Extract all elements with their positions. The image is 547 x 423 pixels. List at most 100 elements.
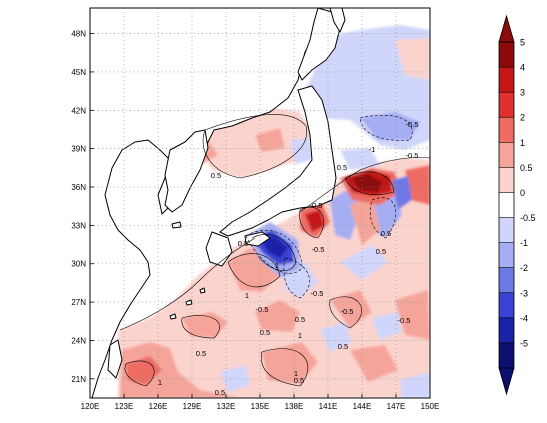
contour-value-label: -1 (369, 145, 376, 154)
longitude-axis: 120E 123E 126E 129E 132E 135E 138E 141E 144E 147E… (81, 394, 439, 411)
colorbar-min-arrow (498, 367, 515, 396)
contour-value-label: 0.5 (215, 388, 225, 397)
contour-value-label: 0.5 (295, 315, 305, 324)
anomaly-region-se-positive (350, 345, 398, 382)
contour-line (369, 197, 397, 239)
contour-value-label: 0.5 (337, 163, 347, 172)
land-ryukyu-1 (199, 287, 206, 294)
lon-tick-label: 144E (353, 402, 372, 411)
lon-tick-label: 129E (183, 402, 202, 411)
latitude-axis: 21N 24N 27N 30N 33N 36N 39N 42N 45N 48N (71, 30, 94, 384)
anomaly-region-negative-3 (372, 312, 402, 340)
land-honshu (219, 85, 337, 237)
lat-tick-label: 39N (71, 145, 86, 154)
anomaly-region-northeast-negative-2 (360, 112, 420, 140)
colorbar-swatch (499, 267, 514, 294)
lon-tick-label: 135E (251, 402, 270, 411)
lat-tick-label: 33N (71, 221, 86, 230)
anomaly-region-negative-6 (400, 372, 430, 398)
colorbar-level-label: 5 (520, 38, 525, 48)
contour-value-label: 0.5 (338, 342, 348, 351)
anomaly-region-kuroshio-extension-max (352, 174, 382, 192)
land-korean-peninsula (164, 129, 209, 213)
lat-tick-label: 21N (71, 375, 86, 384)
contour-value-label: 0.5 (294, 376, 304, 385)
anomaly-region-kuroshio-positive-east (350, 195, 380, 245)
contour-value-label: -0.5 (341, 307, 354, 316)
contour-value-label: 0.5 (376, 247, 386, 256)
contour-value-label: -0.5 (256, 305, 269, 314)
contour-value-label: -0.5 (312, 245, 325, 254)
lat-tick-label: 24N (71, 336, 86, 345)
land-taiwan (107, 339, 123, 379)
land-shikoku (244, 231, 271, 247)
lat-lon-grid (90, 8, 430, 398)
anomaly-region-negative-4 (220, 365, 250, 392)
anomaly-region-south-positive-3 (255, 300, 300, 332)
contour-line (202, 114, 308, 179)
contour-value-label: -0.5 (406, 151, 419, 160)
colorbar-level-label: -1 (520, 238, 528, 248)
lon-tick-label: 132E (217, 402, 236, 411)
contour-value-label: -0.5 (311, 289, 324, 298)
colorbar-swatch (499, 67, 514, 93)
contour-line (329, 296, 362, 329)
colorbar-swatch (499, 92, 514, 118)
colorbar-level-label: 1 (520, 138, 525, 148)
anomaly-region-south-positive-5 (330, 290, 372, 328)
contour-line (299, 206, 324, 239)
lon-tick-label: 126E (149, 402, 168, 411)
contour-line (344, 171, 395, 195)
contour-value-label: -0.5 (398, 316, 411, 325)
contour-value-label: 1 (275, 261, 279, 270)
colorbar-level-label: 0.5 (520, 163, 533, 173)
colorbar-level-label: 2 (520, 113, 525, 123)
land-sakhalin (329, 8, 346, 33)
colorbar-level-label: -5 (520, 338, 528, 348)
lat-tick-label: 42N (71, 106, 86, 115)
anomaly-region-central-negative (340, 148, 380, 170)
lat-tick-label: 30N (71, 260, 86, 269)
colorbar-level-label: -2 (520, 263, 528, 273)
colorbar-swatch (499, 42, 514, 68)
anomaly-region-kuroshio-positive-meander-core (305, 210, 324, 232)
contour-line (283, 257, 310, 299)
anomaly-region-kuroshio-negative-east (330, 188, 362, 240)
anomaly-region-sea-of-japan-negative (290, 138, 312, 164)
anomaly-region-south-positive-2 (182, 312, 228, 338)
colorbar: 5 4 3 2 1 0.5 0 -0.5 -1 -2 -3 -4 -5 (498, 14, 536, 396)
contour-value-label: -0.5 (310, 201, 323, 210)
contour-line (299, 157, 430, 213)
lon-tick-label: 123E (115, 402, 134, 411)
colorbar-level-label: -3 (520, 288, 528, 298)
lon-tick-label: 138E (285, 402, 304, 411)
anomaly-region-east-negative (392, 176, 412, 210)
colorbar-swatch (499, 142, 514, 168)
anomaly-region-north-positive (395, 38, 430, 80)
anomaly-region-east-positive-2 (405, 165, 430, 205)
land-ryukyu-3 (169, 313, 177, 320)
colorbar-level-label: 4 (520, 63, 525, 73)
lat-tick-label: 27N (71, 298, 86, 307)
contour-value-label: 0.5 (196, 349, 206, 358)
colorbar-swatch (499, 117, 514, 143)
contour-value-label: 1 (158, 378, 162, 387)
anomaly-region-sea-of-japan-positive-3 (255, 128, 285, 152)
lat-tick-label: 45N (71, 68, 86, 77)
colorbar-swatch (499, 342, 514, 369)
anomaly-region-negative-5 (340, 245, 388, 280)
colorbar-swatch (499, 317, 514, 344)
contour-labels: 0.50.5-0.5-1-0.50.511 -0.5-0.50.5-0.50.5-… (158, 120, 419, 397)
colorbar-swatch (499, 242, 514, 269)
contour-value-label: 1 (245, 291, 249, 300)
contour-value-label: 1 (294, 369, 298, 378)
lat-tick-label: 36N (71, 183, 86, 192)
colorbar-level-label: 0 (520, 188, 525, 198)
anomaly-region-sw-positive (126, 356, 162, 385)
colorbar-level-label: -0.5 (520, 213, 536, 223)
colorbar-level-label: -4 (520, 313, 528, 323)
contour-value-label: 0.5 (238, 239, 248, 248)
colorbar-swatch (499, 167, 514, 193)
contour-line (359, 114, 413, 141)
contour-line (119, 237, 256, 331)
